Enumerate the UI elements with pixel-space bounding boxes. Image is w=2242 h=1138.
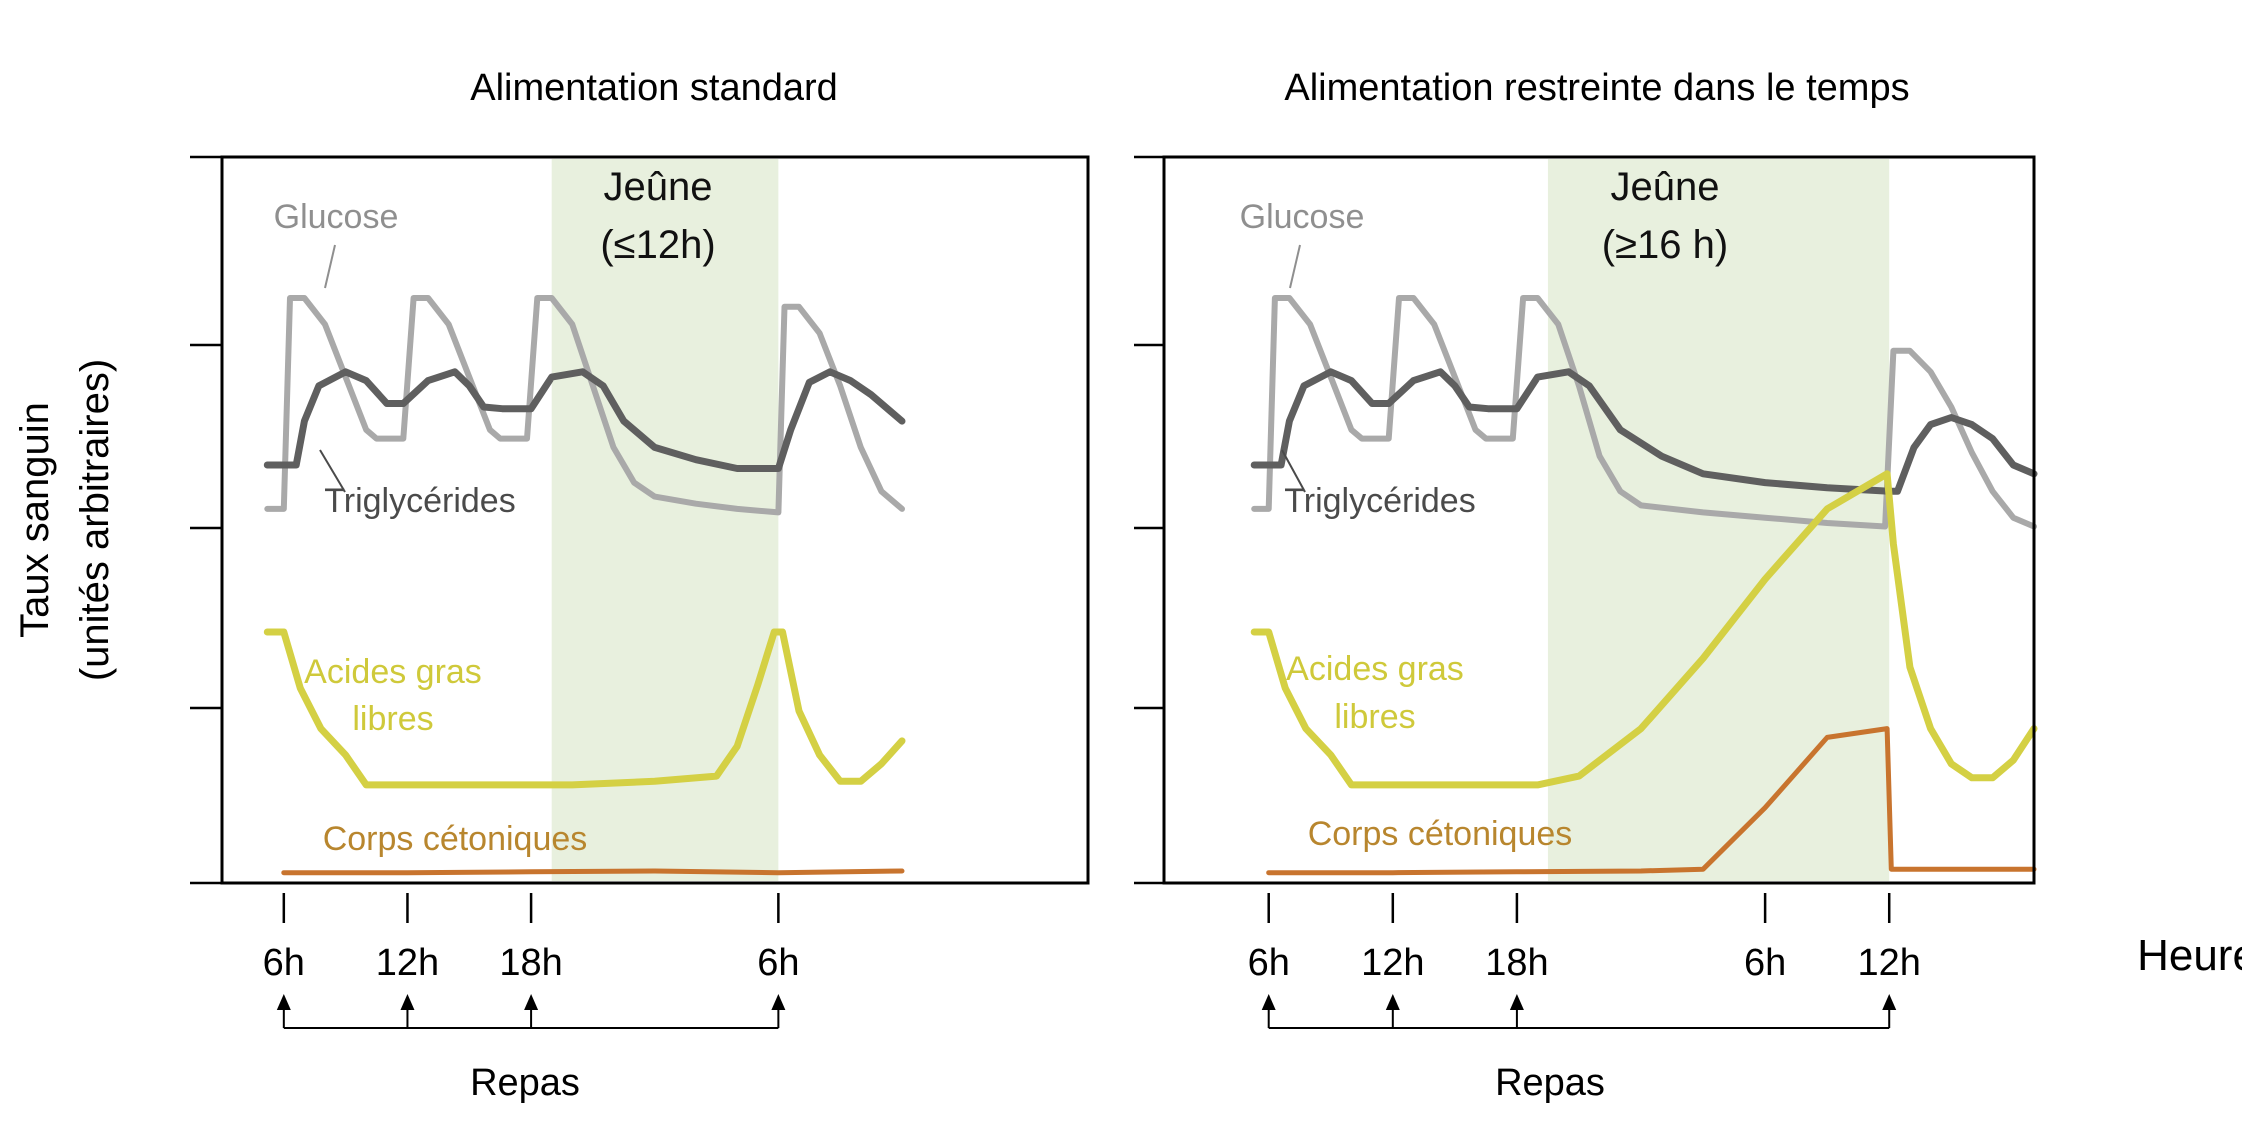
label-glucose: Glucose [1240, 198, 1365, 236]
chart-title-restricted: Alimentation restreinte dans le temps [1284, 67, 1909, 109]
label-acides-gras-line2: libres [352, 700, 433, 738]
label-acides-gras-line2: libres [1334, 698, 1415, 736]
meal-arrowhead [524, 994, 539, 1010]
series-line-triglycerides [1250, 368, 2038, 495]
label-glucose: Glucose [274, 198, 399, 236]
plot-frame [1162, 155, 2036, 885]
chart-restricted: Alimentation restreinte dans le temps 6h… [1134, 67, 2038, 1104]
x-tick-label: 6h [1744, 942, 1786, 984]
label-corps-cetoniques: Corps cétoniques [323, 820, 588, 858]
label-acides-gras-line1: Acides gras [304, 653, 482, 691]
x-axis-label: Heures [2137, 931, 2242, 980]
x-tick-label: 6h [263, 942, 305, 984]
series-line-triglycerides [263, 368, 906, 472]
label-acides-gras-line1: Acides gras [1286, 650, 1464, 688]
y-axis-label-line1: Taux sanguin [13, 402, 57, 638]
meal-arrowhead [1261, 994, 1276, 1010]
plot-area-standard: 6h 12h 18h 6h Glucose Triglycérides Acides gra… [190, 155, 1090, 1029]
glucose-leader [1289, 244, 1301, 289]
meals-label-restricted: Repas [1495, 1062, 1605, 1104]
triglycerides-leader [319, 449, 346, 493]
triglycerides-leader [1281, 449, 1306, 493]
glucose-leader [324, 244, 336, 289]
fasting-label-line2: (≥16 h) [1602, 223, 1728, 267]
fasting-band [551, 159, 779, 881]
x-tick-label: 12h [376, 942, 439, 984]
x-tick-label: 6h [1248, 942, 1290, 984]
meal-arrowhead [276, 994, 291, 1010]
series-line-glucose [1251, 295, 2037, 530]
chart-title-standard: Alimentation standard [470, 67, 838, 109]
series-line-corps_cetoniques [281, 868, 905, 876]
meal-arrowhead [400, 994, 415, 1010]
x-tick-label: 18h [1485, 942, 1548, 984]
meal-arrowhead [771, 994, 786, 1010]
fasting-band [1547, 159, 1890, 881]
meals-label-standard: Repas [470, 1062, 580, 1104]
fasting-label-line1: Jeûne [1611, 165, 1720, 209]
label-corps-cetoniques: Corps cétoniques [1308, 815, 1573, 853]
series-line-acides_gras [263, 628, 906, 789]
series-line-glucose [264, 295, 905, 516]
x-tick-label: 18h [499, 942, 562, 984]
meal-arrowhead [1882, 994, 1897, 1010]
chart-standard: Alimentation standard 6h 12h 18h 6h Glucose T… [190, 67, 1090, 1104]
fasting-label-line1: Jeûne [604, 165, 713, 209]
meal-arrowhead [1509, 994, 1524, 1010]
series-line-corps_cetoniques [1266, 726, 2037, 876]
plot-area-restricted: 6h 12h 18h 6h 12h Glucose Triglycérides Acides … [1134, 155, 2038, 1029]
series-line-acides_gras [1250, 470, 2038, 789]
x-tick-label: 6h [757, 942, 799, 984]
label-triglycerides: Triglycérides [1284, 482, 1475, 520]
label-triglycerides: Triglycérides [324, 482, 515, 520]
x-tick-label: 12h [1858, 942, 1921, 984]
fasting-label-line2: (≤12h) [600, 223, 715, 267]
y-axis-label-line2: (unités arbitraires) [73, 359, 117, 681]
x-tick-label: 12h [1361, 942, 1424, 984]
meal-arrowhead [1385, 994, 1400, 1010]
plot-frame [220, 155, 1090, 885]
